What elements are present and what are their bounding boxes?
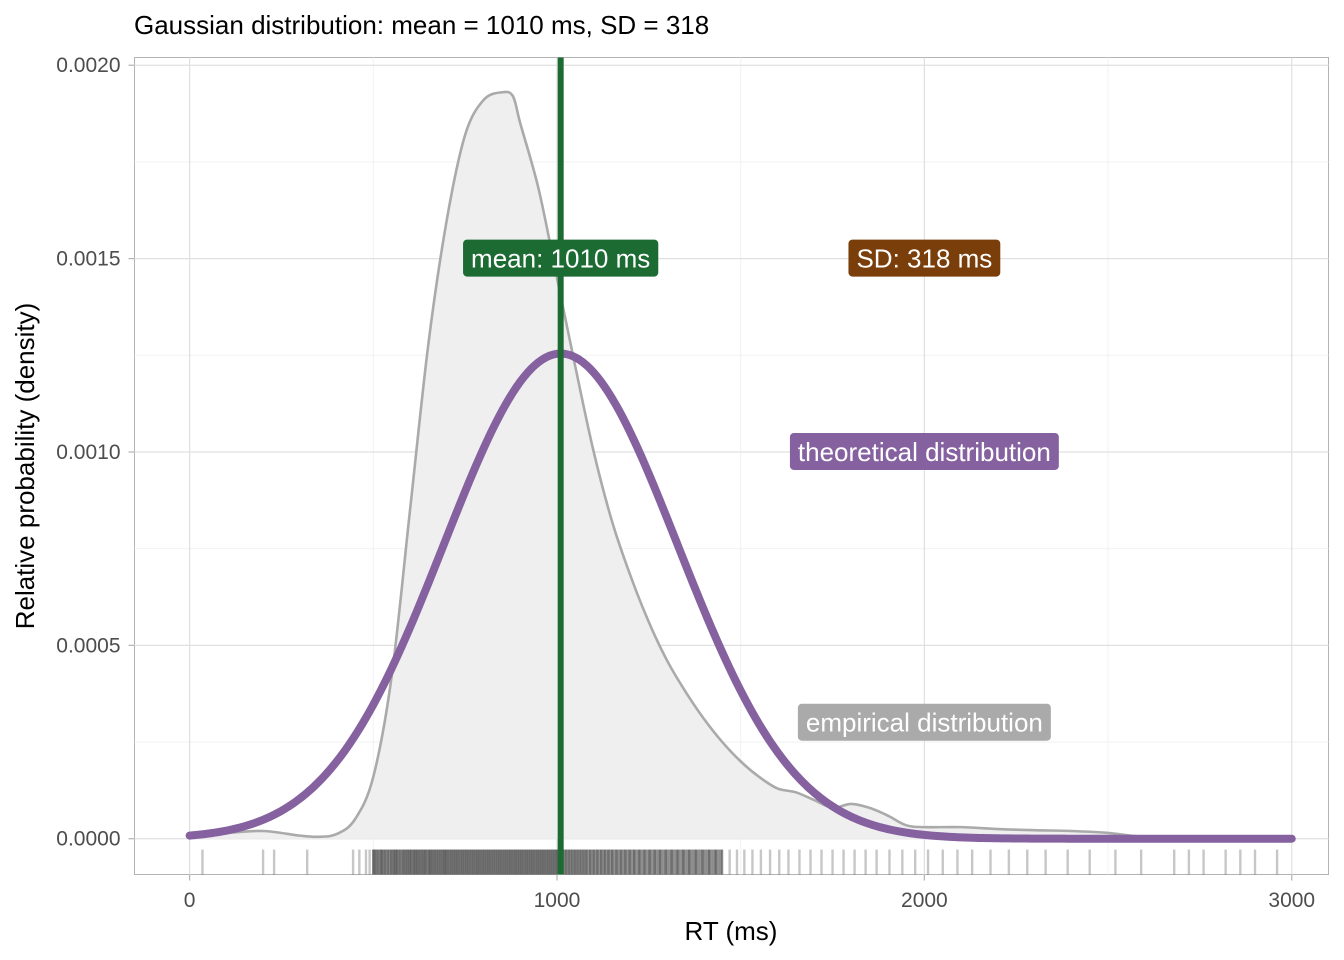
annotation-text: theoretical distribution bbox=[798, 437, 1051, 467]
y-axis-label: Relative probability (density) bbox=[10, 303, 40, 630]
plot-panel bbox=[134, 57, 1329, 875]
y-tick-label: 0.0000 bbox=[56, 828, 120, 851]
annotation-box bbox=[848, 239, 1001, 277]
empirical-density-line bbox=[189, 90, 1292, 841]
x-tick-label: 0 bbox=[184, 889, 196, 912]
theoretical-density-line bbox=[185, 349, 1296, 843]
series-layer bbox=[185, 57, 1296, 875]
y-tick-label: 0.0015 bbox=[56, 248, 120, 271]
annotation-box bbox=[463, 239, 659, 277]
annotation-box bbox=[789, 432, 1059, 470]
y-tick-label: 0.0010 bbox=[56, 441, 120, 464]
y-tick-label: 0.0005 bbox=[56, 634, 120, 657]
annotation-box bbox=[797, 703, 1051, 741]
x-tick-label: 1000 bbox=[534, 889, 581, 912]
x-tick-label: 3000 bbox=[1268, 889, 1315, 912]
chart-title: Gaussian distribution: mean = 1010 ms, S… bbox=[134, 10, 709, 40]
y-tick-label: 0.0020 bbox=[56, 54, 120, 77]
x-tick-label: 2000 bbox=[901, 889, 948, 912]
annotation-labels: mean: 1010 ms SD: 318 ms theoretical distr… bbox=[463, 239, 1059, 741]
empirical-density-fill bbox=[189, 91, 1292, 839]
rug-marks bbox=[201, 849, 1279, 875]
annotation-label: SD: 318 ms bbox=[848, 239, 1001, 277]
annotation-label: mean: 1010 ms bbox=[463, 239, 659, 277]
annotation-text: empirical distribution bbox=[806, 708, 1043, 738]
annotation-label: empirical distribution bbox=[797, 703, 1051, 741]
x-axis-label: RT (ms) bbox=[685, 916, 778, 946]
annotation-label: theoretical distribution bbox=[789, 432, 1059, 470]
annotation-text: mean: 1010 ms bbox=[471, 244, 650, 274]
axes: 0 1000 2000 3000 0.0000 0.0005 0.0010 0.0015 0.0… bbox=[56, 54, 1315, 912]
annotation-text: SD: 318 ms bbox=[856, 244, 992, 274]
